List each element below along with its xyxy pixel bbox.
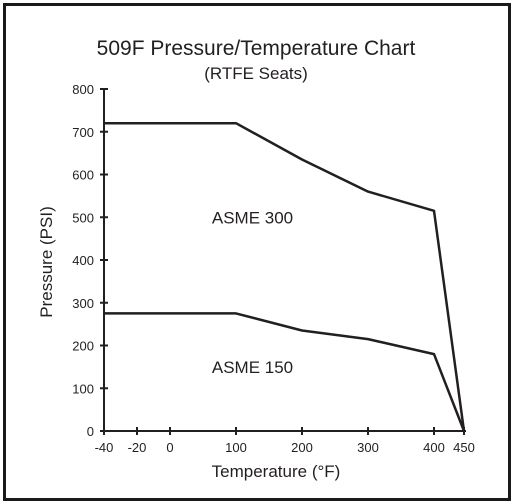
y-tick-label-700: 700 (72, 125, 94, 140)
x-tick-label-100: 100 (225, 440, 247, 455)
y-tick-label-800: 800 (72, 82, 94, 97)
x-tick-label--20: -20 (128, 440, 147, 455)
chart-frame (3, 3, 511, 501)
x-tick-label-450: 450 (453, 440, 475, 455)
y-tick-label-400: 400 (72, 253, 94, 268)
series-annotation-asme-150: ASME 150 (212, 358, 293, 377)
y-tick-label-200: 200 (72, 339, 94, 354)
x-tick-label-0: 0 (166, 440, 173, 455)
x-tick-label-400: 400 (423, 440, 445, 455)
chart-subtitle: (RTFE Seats) (204, 64, 308, 83)
x-tick-label-300: 300 (357, 440, 379, 455)
x-tick-label-200: 200 (291, 440, 313, 455)
y-tick-label-500: 500 (72, 210, 94, 225)
x-tick-label--40: -40 (95, 440, 114, 455)
series-annotation-asme-300: ASME 300 (212, 208, 293, 227)
y-tick-label-600: 600 (72, 168, 94, 183)
series-line-asme-150 (104, 312, 466, 432)
y-axis-label: Pressure (PSI) (37, 206, 56, 317)
chart-title: 509F Pressure/Temperature Chart (97, 37, 416, 60)
y-tick-label-100: 100 (72, 381, 94, 396)
x-axis-label: Temperature (°F) (212, 462, 341, 481)
y-tick-label-300: 300 (72, 296, 94, 311)
series-line-asme-300 (104, 121, 466, 432)
y-tick-label-0: 0 (87, 424, 94, 439)
